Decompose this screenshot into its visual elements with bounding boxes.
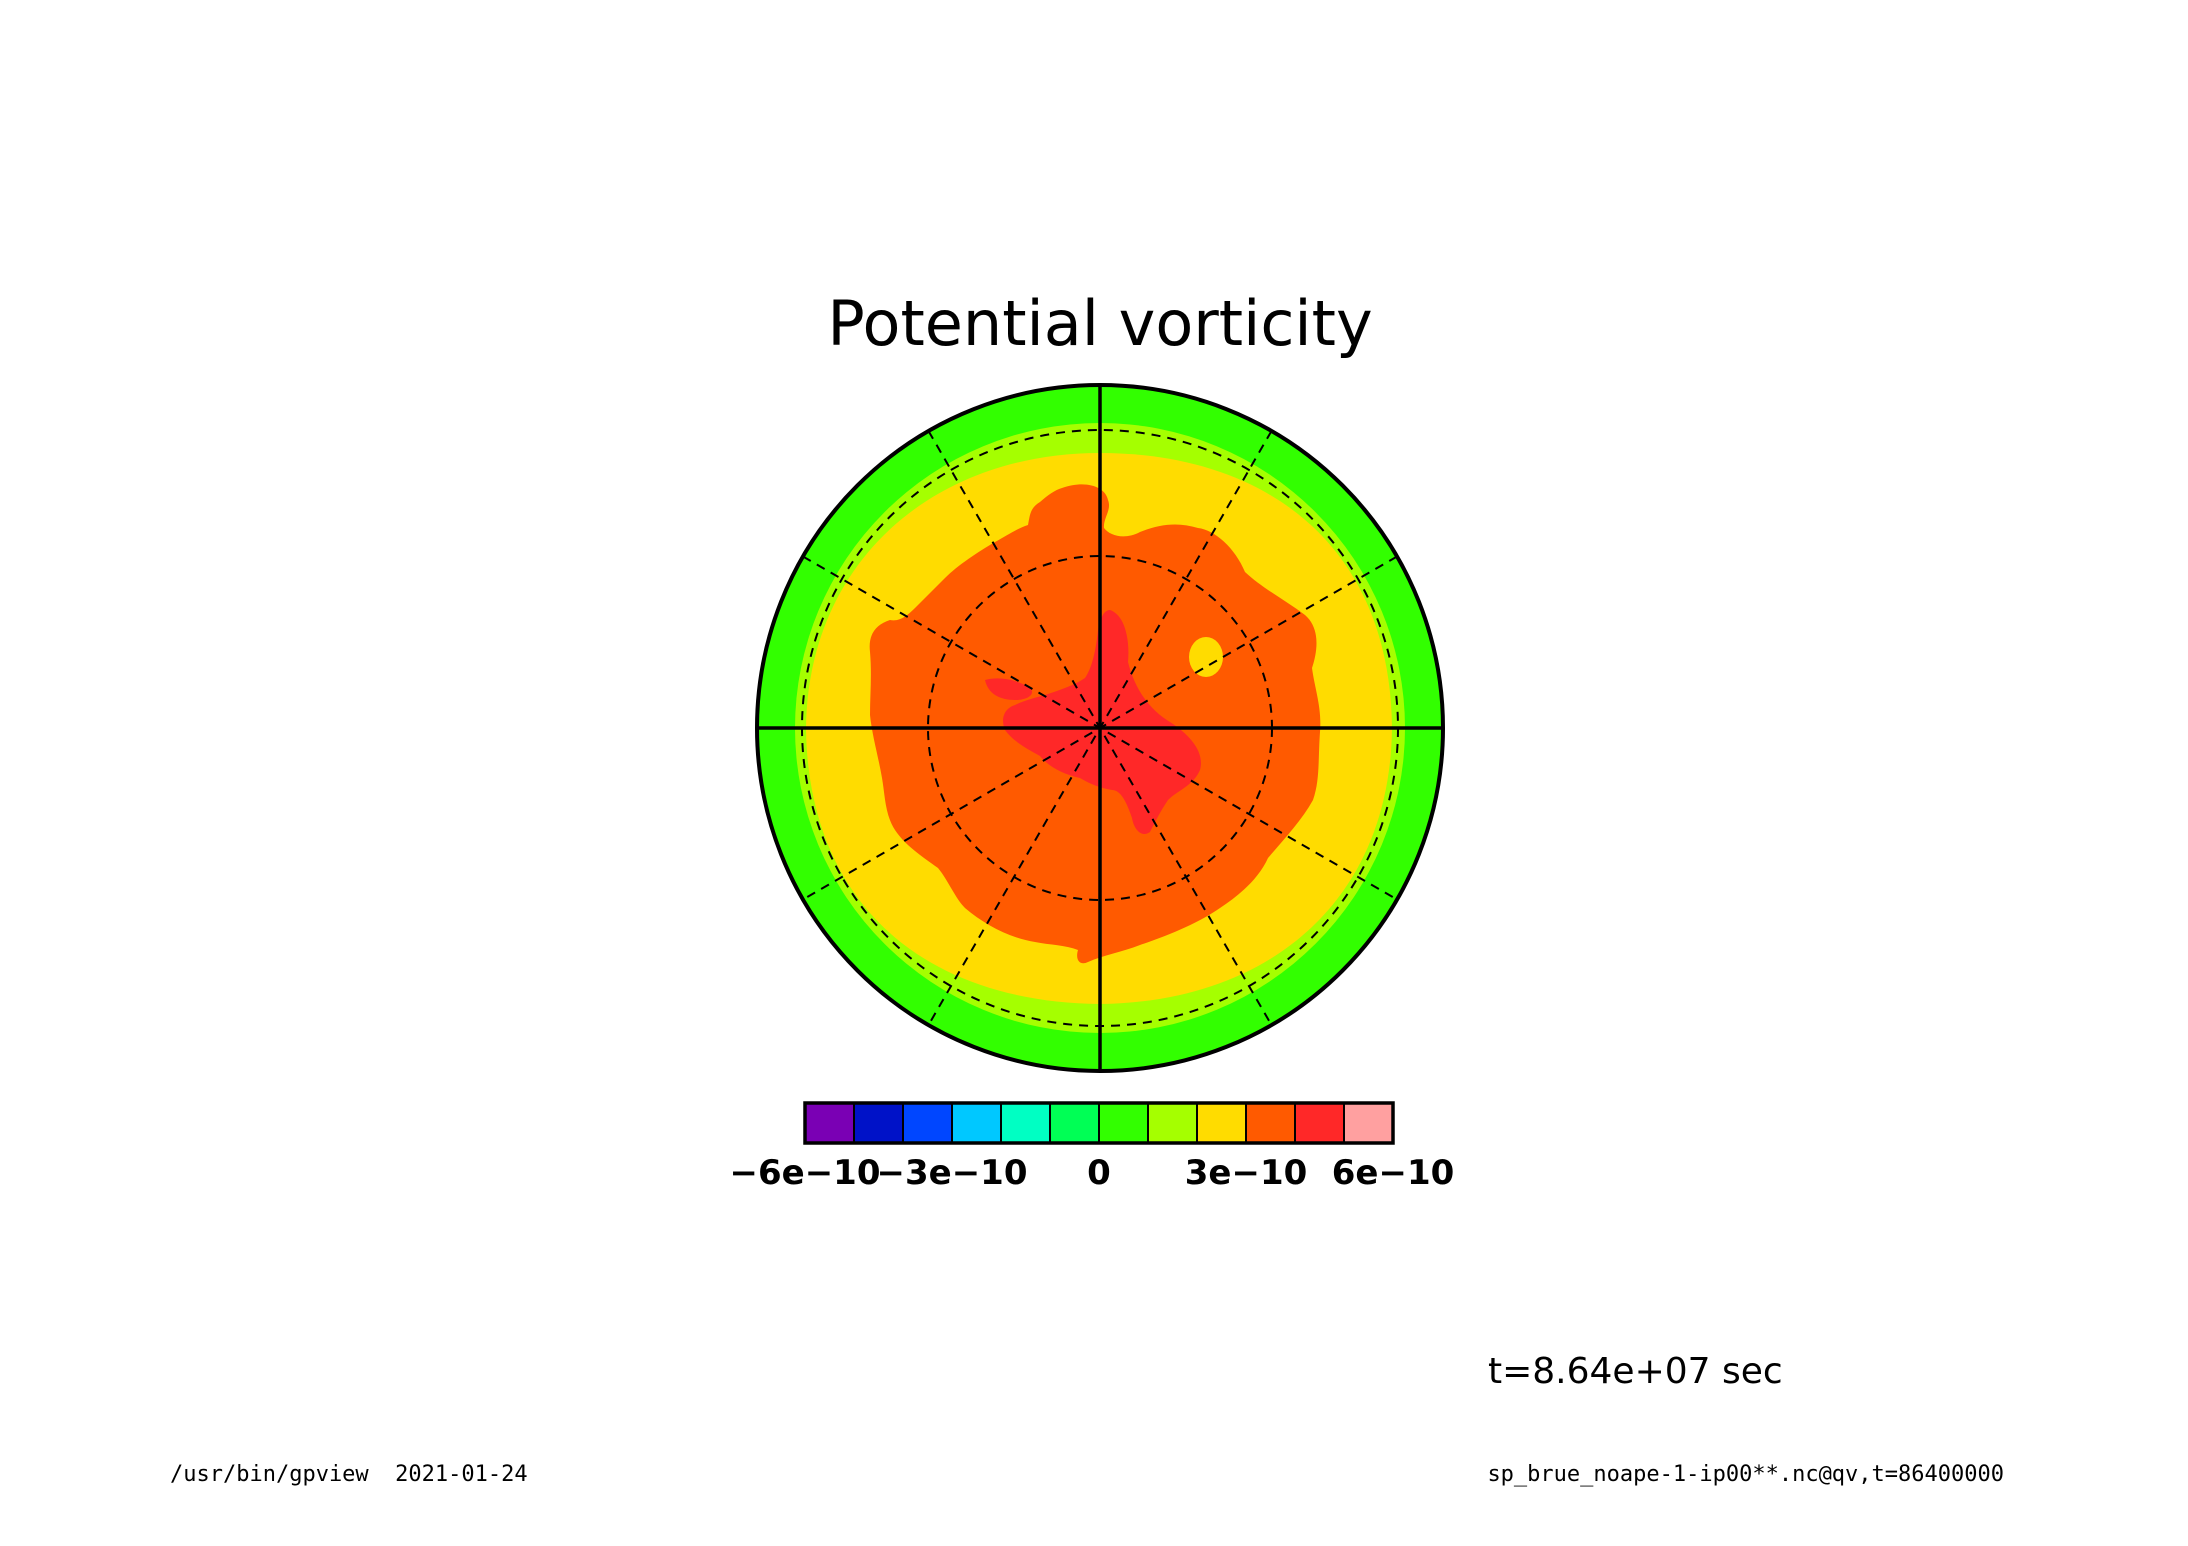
colorbar-swatch [804,1102,855,1144]
colorbar-swatch [951,1102,1002,1144]
colorbar-tick-label: 0 [1087,1153,1111,1193]
colorbar: −6e−10−3e−10 0 3e−10 6e−10 [729,1101,1455,1193]
colorbar-swatch [1245,1102,1296,1144]
footer-left: /usr/bin/gpview 2021-01-24 [170,1462,528,1487]
colorbar-swatch [1196,1102,1247,1144]
field-hole [1189,637,1223,677]
footer-right: sp_brue_noape-1-ip00**.nc@qv,t=86400000 [1487,1462,2004,1487]
map-boundary [755,383,1445,1073]
vortex-core-filament [985,678,1033,700]
meridian-lines [757,385,1443,1071]
colorbar-tick-label: 3e−10 [1185,1153,1308,1193]
colorbar-swatch [902,1102,953,1144]
polar-map [755,383,1445,1073]
colorbar-tick-label: −3e−10 [876,1153,1027,1193]
vortex-core [1003,610,1201,835]
colorbar-swatch [1098,1102,1149,1144]
colorbar-swatch [1147,1102,1198,1144]
time-label: t=8.64e+07 sec [1488,1351,1783,1392]
colorbar-swatch [1343,1102,1394,1144]
meridian-150 [802,555,1398,901]
colorbar-swatch [853,1102,904,1144]
colorbar-tick-label: 6e−10 [1332,1153,1455,1193]
colorbar-swatch [1294,1102,1345,1144]
colorbar-tick-label: −6e−10 [729,1153,880,1193]
chart-title: Potential vorticity [827,287,1372,360]
colorbar-swatch [1000,1102,1051,1144]
colorbar-frame [803,1101,1395,1145]
colorbar-swatch [1049,1102,1100,1144]
